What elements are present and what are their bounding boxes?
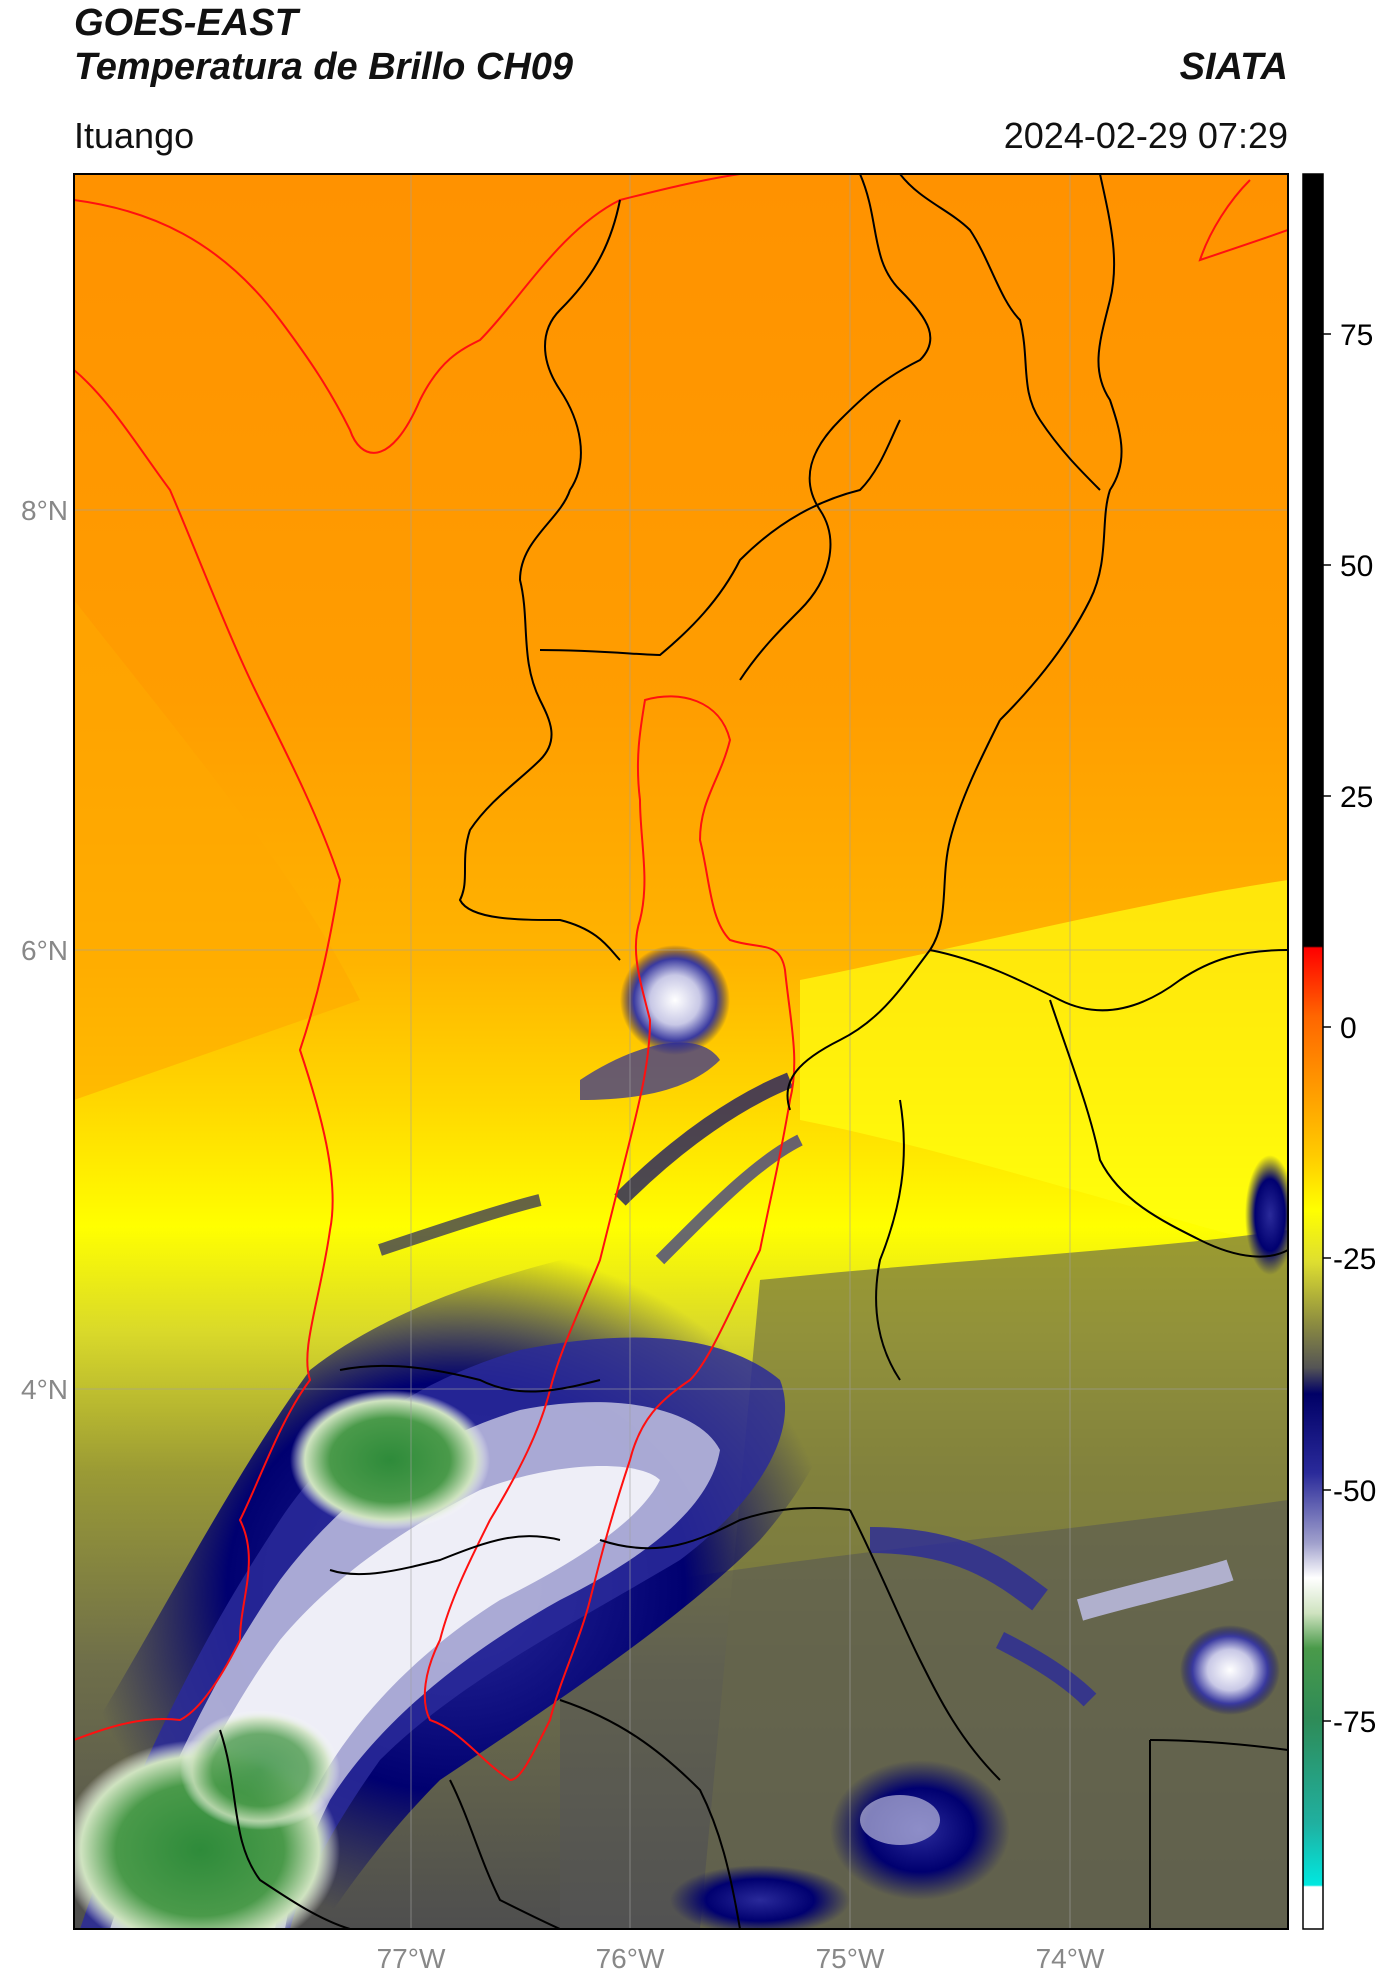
lon-label: 75°W	[816, 1943, 885, 1974]
colorbar-tick-label: 50	[1340, 550, 1373, 583]
lat-label: 8°N	[21, 495, 68, 526]
lon-labels: 77°W 76°W 75°W 74°W	[377, 1943, 1105, 1974]
lon-label: 74°W	[1036, 1943, 1105, 1974]
colorbar-tick-label: -50	[1333, 1475, 1376, 1508]
colorbar-tick-label: -25	[1333, 1243, 1376, 1276]
colorbar-tick-label: 25	[1340, 781, 1373, 814]
colorbar-tick-label: 75	[1340, 319, 1373, 352]
colorbar-tick-label: 0	[1340, 1012, 1357, 1045]
colorbar: 75 50 25 0 -25 -50 -75	[1303, 174, 1376, 1929]
lon-label: 77°W	[377, 1943, 446, 1974]
lat-labels: 8°N 6°N 4°N	[21, 495, 68, 1405]
temperature-field	[60, 174, 1295, 1960]
lat-label: 4°N	[21, 1374, 68, 1405]
lat-label: 6°N	[21, 935, 68, 966]
lon-label: 76°W	[596, 1943, 665, 1974]
colorbar-tick-label: -75	[1333, 1706, 1376, 1739]
